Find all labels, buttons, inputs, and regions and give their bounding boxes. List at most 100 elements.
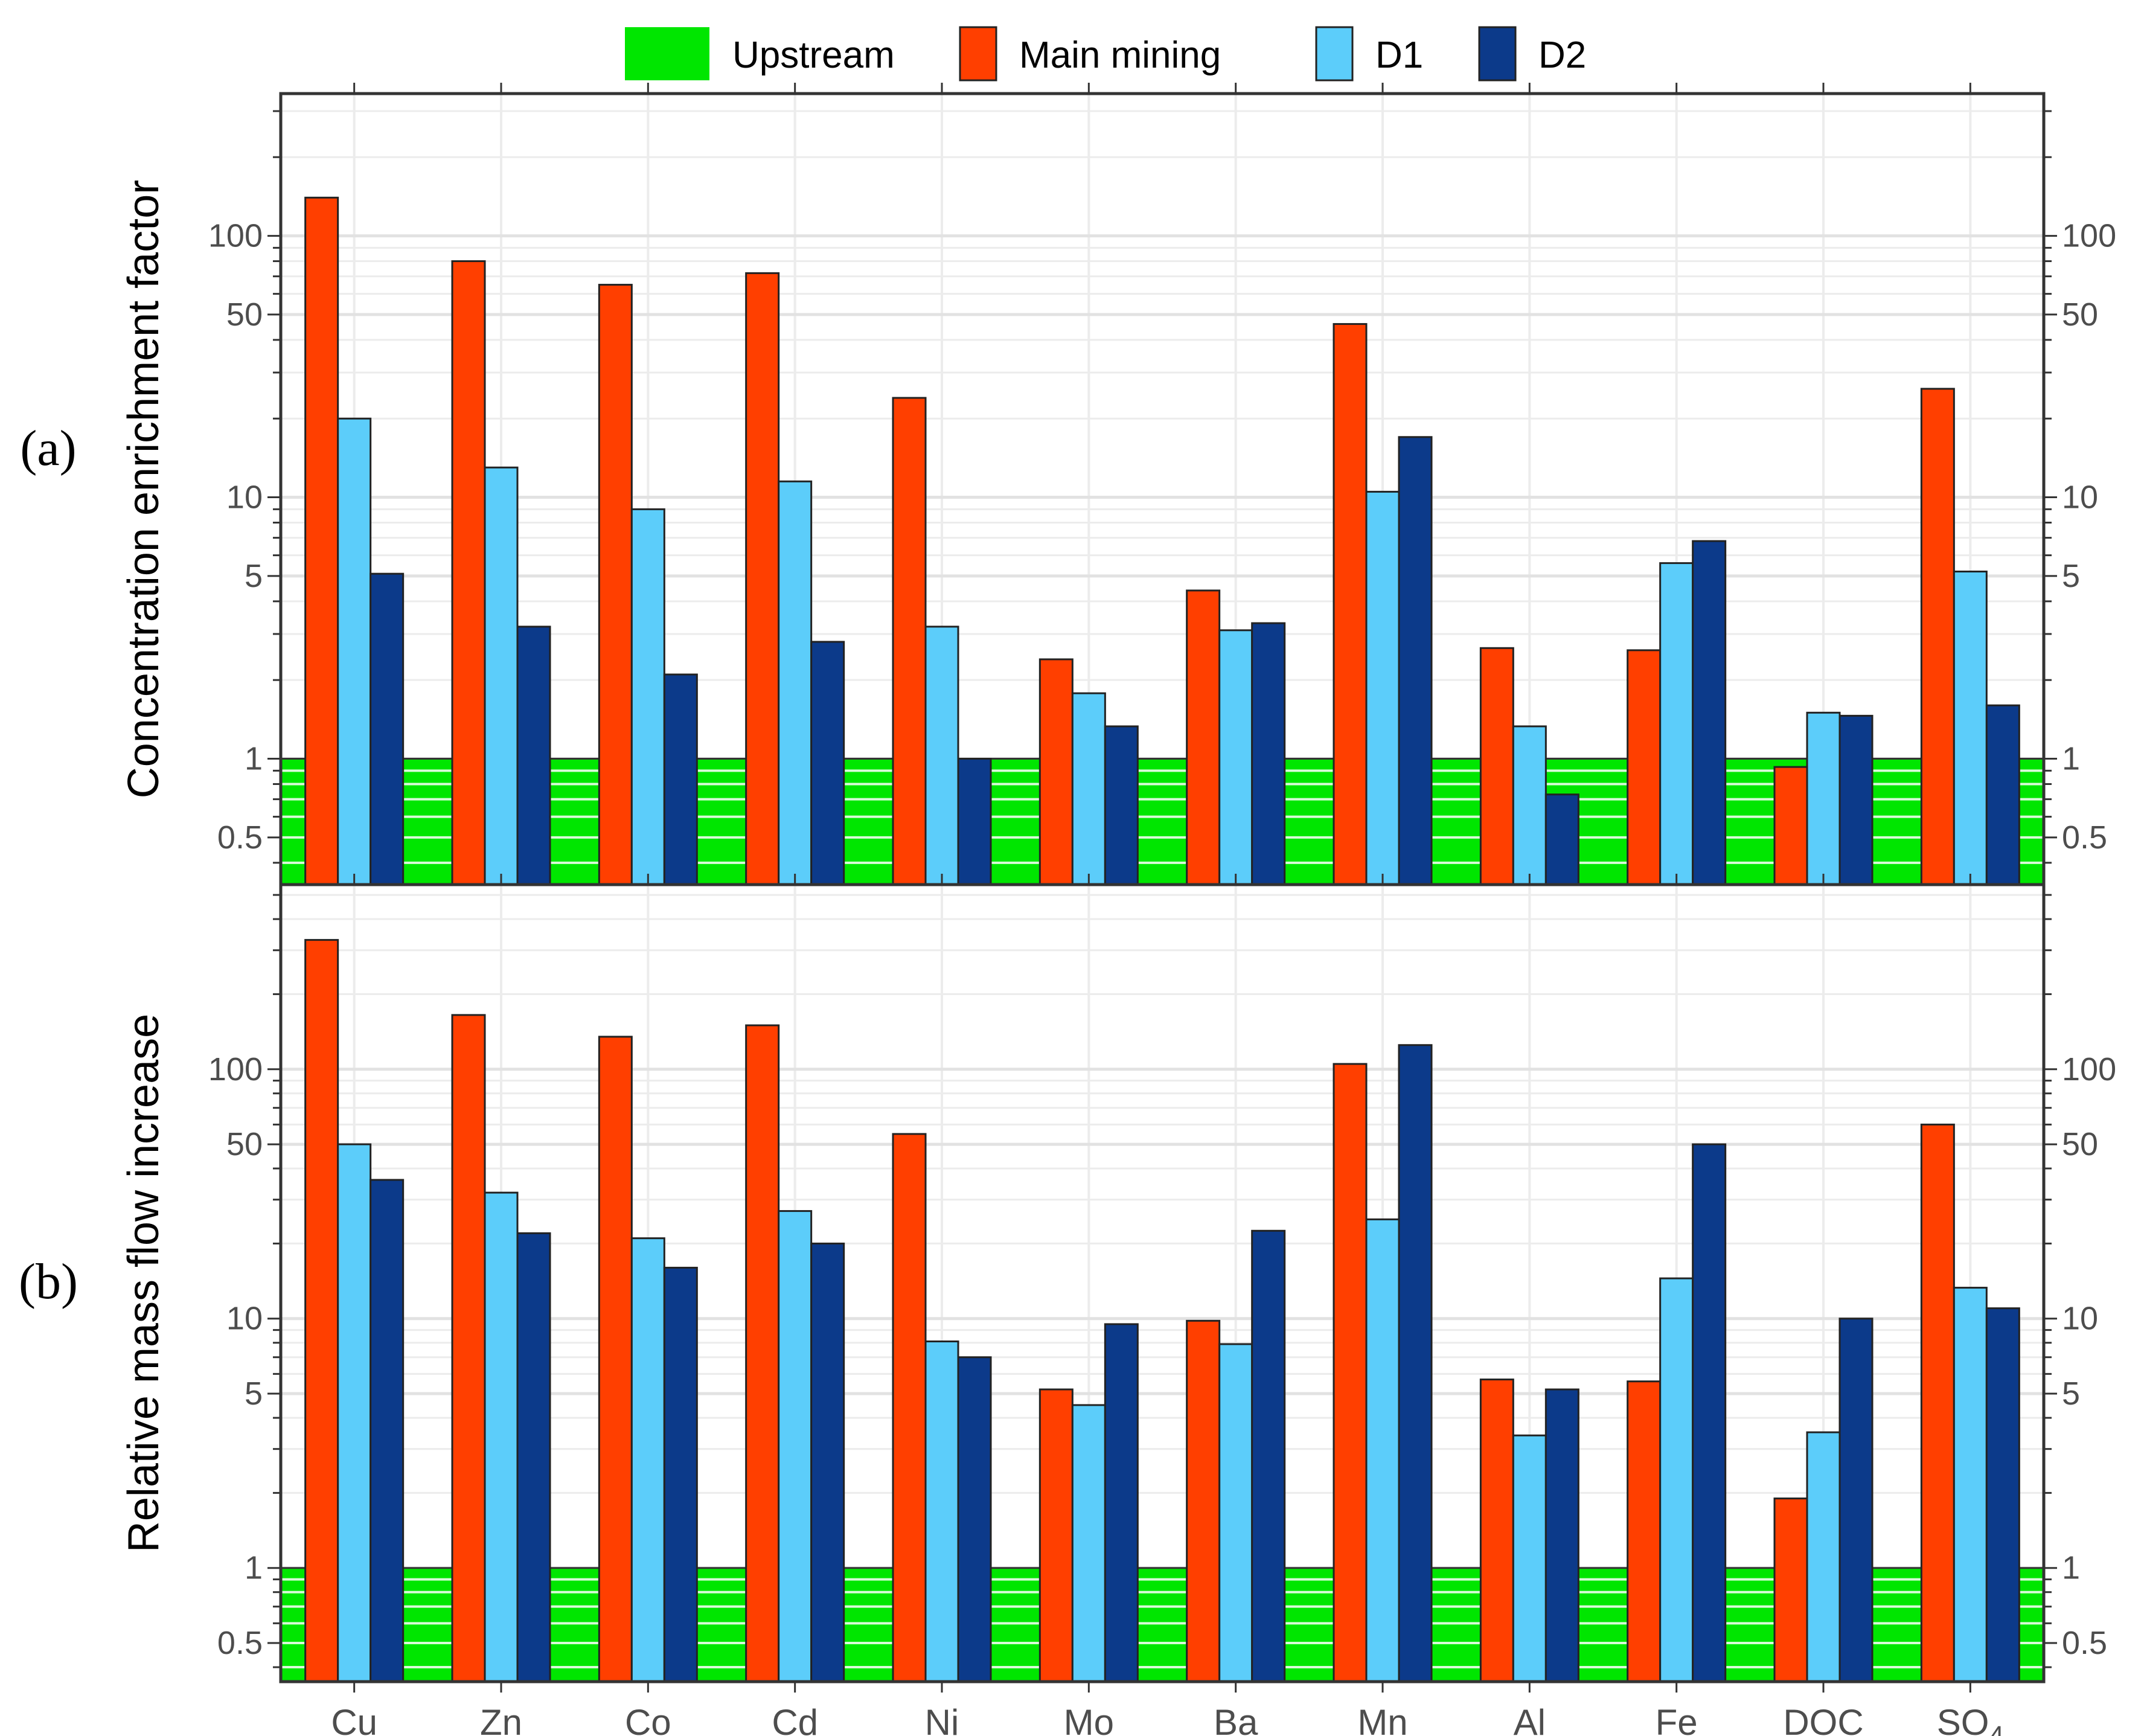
bar-d2-mo [1104,725,1139,886]
bar-main-mining-doc [1773,766,1808,886]
y-tick-label-left: 0.5 [217,1625,263,1661]
bar-main-mining-mn [1333,323,1368,886]
bar-d1-ba [1218,629,1253,886]
bar-main-mining-cd [745,272,780,886]
legend: Upstream Main mining D1 D2 [625,26,1586,82]
bar-d1-mo [1071,1404,1106,1683]
y-tick-label-right: 10 [2062,1301,2098,1337]
bar-main-mining-ni [892,397,927,886]
bar-main-mining-ba [1186,589,1221,886]
bar-d1-co [630,1237,665,1683]
y-tick-label-right: 100 [2062,218,2116,254]
bar-main-mining-al [1479,1379,1514,1683]
bar-d2-co [663,1266,698,1683]
category-label-so4: SO4 [1937,1702,2004,1736]
bar-main-mining-mo [1038,658,1074,886]
bar-main-mining-co [598,1036,633,1683]
bar-d2-al [1544,793,1579,886]
category-label-cu: Cu [331,1702,377,1736]
legend-label-d2: D2 [1538,34,1586,76]
bar-main-mining-ni [892,1133,927,1683]
bar-main-mining-cd [745,1024,780,1683]
category-label-mn: Mn [1357,1702,1407,1736]
bar-d1-al [1512,725,1547,886]
category-label-al: Al [1514,1702,1546,1736]
y-axis-title: Relative mass flow increase [120,1014,168,1552]
y-tick-label-left: 50 [226,296,263,333]
bar-main-mining-mo [1038,1388,1074,1683]
bar-d1-cd [778,480,813,886]
bar-d2-ba [1251,622,1286,886]
y-tick-label-left: 100 [208,1051,263,1087]
legend-label-upstream: Upstream [732,34,895,76]
bar-d1-so4 [1953,571,1988,886]
bar-d1-cu [337,1143,372,1683]
panel-tag: (b) [19,1254,78,1310]
category-label-mo: Mo [1064,1702,1114,1736]
category-label-fe: Fe [1656,1702,1698,1736]
bar-main-mining-cu [304,939,339,1683]
y-tick-label-left: 10 [226,479,263,516]
bar-d2-cu [370,1179,405,1683]
bar-main-mining-co [598,284,633,886]
y-tick-label-left: 10 [226,1301,263,1337]
category-label-doc: DOC [1783,1702,1863,1736]
bar-d1-doc [1806,711,1841,886]
bar-d2-doc [1838,1318,1874,1683]
bar-main-mining-doc [1773,1497,1808,1683]
bar-main-mining-so4 [1920,388,1955,886]
panel-a: 0.50.5115510105050100100CuZnCoCdNiMoBaMn… [20,83,2116,953]
y-tick-label-left: 5 [245,558,263,594]
bar-d2-cd [810,1242,845,1683]
bar-d2-so4 [1985,1307,2020,1683]
panel-tag: (a) [20,420,76,476]
legend-label-d1: D1 [1375,34,1423,76]
y-tick-label-left: 5 [245,1376,263,1412]
plot-background [281,94,2044,885]
bar-main-mining-so4 [1920,1123,1955,1683]
y-tick-label-right: 0.5 [2062,819,2107,856]
y-tick-label-right: 1 [2062,741,2080,777]
bar-d1-mn [1365,490,1400,886]
y-tick-label-right: 1 [2062,1550,2080,1586]
bar-d1-al [1512,1434,1547,1683]
panel-b: 0.5 0.5 1 1 5 5 10 10 50 50 100 100 Cu Zn Co Cd Ni Mo Ba Mn… [19,874,2116,1736]
legend-swatch-upstream [625,27,709,80]
legend-label-main: Main mining [1019,34,1221,76]
bar-d2-mo [1104,1323,1139,1683]
bar-main-mining-al [1479,647,1514,886]
bar-d2-mn [1398,1044,1433,1683]
bar-d2-zn [516,1232,551,1683]
bar-d1-doc [1806,1431,1841,1683]
bar-d1-cd [778,1210,813,1683]
bar-main-mining-zn [451,260,486,886]
bar-d2-doc [1838,714,1874,886]
bar-d1-ba [1218,1343,1253,1683]
bar-d1-mo [1071,692,1106,886]
legend-swatch-d2 [1478,26,1517,82]
bar-d2-fe [1692,540,1727,886]
bar-d1-co [630,508,665,886]
y-tick-label-right: 100 [2062,1051,2116,1087]
y-tick-label-right: 10 [2062,479,2098,516]
category-label-zn: Zn [480,1702,522,1736]
bar-main-mining-fe [1627,1380,1662,1683]
upstream-band [281,1568,2044,1682]
bar-d1-zn [484,466,519,886]
legend-swatch-d1 [1315,26,1354,82]
bar-d1-so4 [1953,1287,1988,1683]
y-tick-label-left: 1 [245,741,263,777]
bar-d1-mn [1365,1218,1400,1683]
y-tick-label-left: 100 [208,218,263,254]
bar-d2-ba [1251,1229,1286,1683]
category-label-cd: Cd [772,1702,818,1736]
bar-d2-mn [1398,436,1433,886]
bar-d2-fe [1692,1143,1727,1683]
bar-d1-fe [1659,1277,1694,1683]
category-label-ni: Ni [925,1702,959,1736]
y-tick-label-right: 50 [2062,1126,2098,1162]
bar-d2-co [663,673,698,886]
bar-main-mining-ba [1186,1319,1221,1683]
y-axis-title: Concentration enrichment factor [120,180,168,799]
